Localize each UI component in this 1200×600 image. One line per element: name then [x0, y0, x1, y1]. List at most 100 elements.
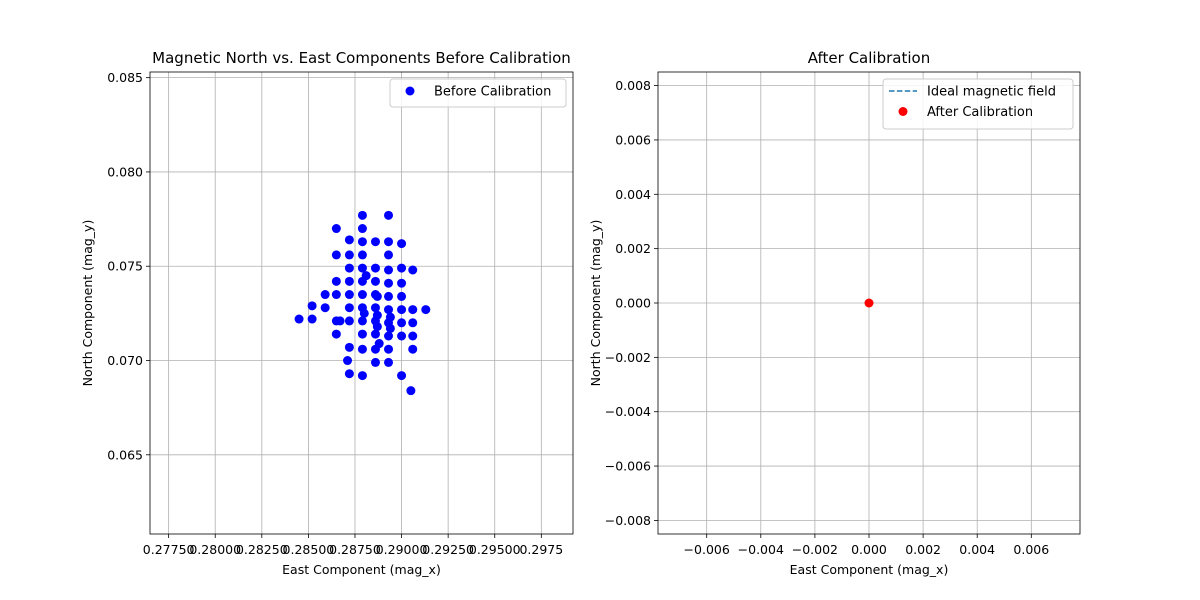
data-point	[397, 291, 407, 301]
legend-entry-label: After Calibration	[927, 105, 1033, 120]
data-point	[397, 278, 407, 288]
data-point	[406, 386, 416, 396]
x-tick-label: 0.27750	[143, 542, 195, 557]
y-tick-label: 0.075	[107, 259, 143, 274]
data-point	[384, 265, 394, 275]
data-point	[370, 329, 380, 339]
data-point	[344, 290, 354, 300]
x-tick-label: 0.28500	[283, 542, 335, 557]
data-point	[344, 316, 354, 326]
legend: Before Calibration	[389, 78, 567, 108]
data-point	[397, 263, 407, 273]
x-tick-label: 0.28000	[189, 542, 241, 557]
legend: Ideal magnetic field After Calibration	[882, 78, 1074, 130]
data-point	[331, 290, 341, 300]
x-tick-label: 0.002	[905, 542, 941, 557]
y-tick-label: 0.008	[615, 78, 651, 93]
chart-2: −0.006 −0.004 −0.002 0.000 0.002 0.004 0.006 −0…	[588, 49, 1081, 577]
x-tick-label: 0.004	[959, 542, 995, 557]
data-point	[331, 224, 341, 234]
y-tick-label: −0.008	[605, 513, 651, 528]
legend-marker-swatch	[405, 86, 415, 96]
data-point	[357, 263, 367, 273]
data-point	[361, 271, 371, 281]
data-point	[408, 318, 418, 328]
data-point	[331, 276, 341, 286]
legend-box	[882, 78, 1074, 130]
data-point	[320, 290, 330, 300]
legend-entry-label: Before Calibration	[434, 85, 551, 100]
data-point	[408, 265, 418, 275]
data-point	[397, 371, 407, 381]
data-point	[408, 305, 418, 315]
x-axis-label: East Component (mag_x)	[282, 562, 441, 577]
data-point	[331, 329, 341, 339]
data-point	[372, 322, 382, 332]
x-tick-label: −0.006	[684, 542, 730, 557]
x-tick-label: 0.006	[1013, 542, 1049, 557]
data-point	[357, 344, 367, 354]
axes-frame	[149, 71, 574, 535]
x-tick-label: 0.29000	[376, 542, 428, 557]
data-point	[335, 316, 345, 326]
y-tick-label: 0.004	[615, 187, 651, 202]
data-point	[344, 235, 354, 245]
data-point	[384, 331, 394, 341]
chart-1: 0.277500.280000.282500.285000.287500.290…	[80, 49, 574, 577]
data-point	[385, 323, 395, 333]
y-tick-label: 0.002	[615, 241, 651, 256]
data-point	[344, 303, 354, 313]
data-point	[372, 310, 382, 320]
data-point	[331, 250, 341, 260]
y-tick-label: −0.004	[605, 404, 651, 419]
data-point	[370, 303, 380, 313]
data-point	[374, 339, 384, 349]
x-tick-label: −0.002	[792, 542, 838, 557]
x-tick-label: 0.28250	[236, 542, 288, 557]
data-point	[344, 250, 354, 260]
data-point	[384, 278, 394, 288]
data-point	[372, 291, 382, 301]
legend-entry-label: Ideal magnetic field	[927, 85, 1056, 100]
data-point	[408, 331, 418, 341]
y-axis-label: North Component (mag_y)	[588, 220, 603, 387]
y-tick-label: 0.070	[107, 353, 143, 368]
data-point	[397, 318, 407, 328]
y-axis-label: North Component (mag_y)	[80, 220, 95, 387]
data-point	[384, 357, 394, 367]
data-point	[408, 344, 418, 354]
x-tick-label: 0.29500	[469, 542, 521, 557]
y-tick-label: 0.006	[615, 132, 651, 147]
chart-title: Magnetic North vs. East Components Befor…	[152, 49, 571, 67]
data-point	[357, 250, 367, 260]
x-tick-label: 0.2975	[519, 542, 563, 557]
data-point	[343, 356, 353, 366]
data-point	[397, 305, 407, 315]
data-point	[359, 308, 369, 318]
y-tick-label: −0.002	[605, 350, 651, 365]
data-point	[357, 210, 367, 220]
y-tick-label: 0.000	[615, 296, 651, 311]
data-point	[421, 305, 431, 315]
data-point	[384, 305, 394, 315]
chart-title: After Calibration	[808, 49, 930, 67]
data-point	[370, 237, 380, 247]
y-tick-label: 0.085	[107, 70, 143, 85]
y-tick-label: −0.006	[605, 459, 651, 474]
data-point	[344, 263, 354, 273]
data-point	[357, 224, 367, 234]
data-point	[307, 301, 317, 311]
x-axis-label: East Component (mag_x)	[790, 562, 949, 577]
data-point	[370, 263, 380, 273]
x-tick-label: −0.004	[738, 542, 784, 557]
data-point	[357, 290, 367, 300]
data-point	[294, 314, 304, 324]
data-point	[357, 237, 367, 247]
plot-area	[150, 72, 573, 534]
axes-frame	[657, 71, 1081, 535]
data-point	[370, 276, 380, 286]
data-point	[344, 276, 354, 286]
x-tick-label: 0.28750	[329, 542, 381, 557]
data-point	[397, 239, 407, 249]
